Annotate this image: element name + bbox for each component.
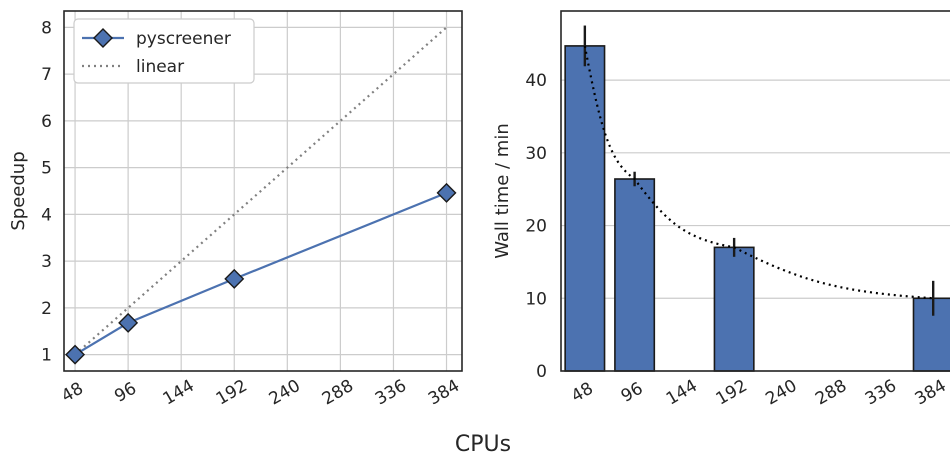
walltime-x-tick-label: 192 — [713, 376, 751, 410]
walltime-x-tick-label: 96 — [618, 379, 647, 407]
walltime-chart: 0 10 20 30 40 48 96 144 192 240 288 336 384 Wall ti… — [492, 10, 950, 410]
walltime-trend-line — [583, 45, 934, 300]
speedup-y-tick-label: 7 — [41, 65, 52, 85]
walltime-y-tick-label: 40 — [525, 71, 547, 91]
speedup-x-tick-label: 240 — [266, 376, 304, 410]
speedup-y-tick-label: 4 — [41, 205, 52, 225]
walltime-x-tick-label: 288 — [812, 376, 850, 410]
pyscreener-point — [118, 312, 139, 333]
speedup-y-tick-label: 3 — [41, 252, 52, 272]
legend-pyscreener-marker — [93, 28, 113, 48]
walltime-y-tick-label: 10 — [525, 289, 547, 309]
speedup-x-tick-label: 144 — [160, 376, 198, 410]
legend-pyscreener-label: pyscreener — [136, 29, 231, 49]
walltime-x-tick-labels: 48 96 144 192 240 288 336 384 — [568, 376, 950, 410]
speedup-x-tick-labels: 48 96 144 192 240 288 336 384 — [58, 376, 463, 410]
walltime-plot-frame — [560, 10, 950, 372]
walltime-y-axis-label: Wall time / min — [492, 123, 513, 259]
pyscreener-series-line — [74, 191, 447, 356]
walltime-x-tick-label: 336 — [862, 376, 900, 410]
speedup-x-tick-label: 336 — [372, 376, 410, 410]
walltime-x-tick-label: 144 — [663, 376, 701, 410]
speedup-gridlines — [64, 11, 462, 371]
speedup-plot-frame — [63, 10, 463, 372]
speedup-series — [65, 26, 457, 365]
speedup-x-tick-label: 48 — [58, 379, 87, 407]
speedup-y-tick-label: 8 — [41, 18, 52, 38]
walltime-bars — [564, 45, 950, 372]
speedup-x-tick-label: 288 — [319, 376, 357, 410]
speedup-y-axis-label: Speedup — [8, 151, 29, 230]
walltime-y-tick-label: 0 — [536, 362, 547, 382]
speedup-y-tick-labels: 1 2 3 4 5 6 7 8 — [41, 18, 52, 365]
pyscreener-point — [65, 344, 86, 365]
walltime-y-tick-label: 30 — [525, 144, 547, 164]
walltime-x-tick-label: 240 — [762, 376, 800, 410]
walltime-x-tick-label: 48 — [568, 379, 597, 407]
walltime-bar — [614, 178, 656, 372]
walltime-bar — [912, 297, 950, 372]
walltime-bar — [713, 246, 755, 372]
speedup-x-tick-label: 384 — [425, 376, 463, 410]
walltime-y-tick-labels: 0 10 20 30 40 — [525, 71, 547, 382]
speedup-y-tick-label: 5 — [41, 159, 52, 179]
walltime-y-tick-label: 20 — [525, 217, 547, 237]
legend: pyscreener linear — [73, 18, 255, 84]
pyscreener-point — [436, 182, 457, 203]
speedup-x-tick-label: 96 — [111, 379, 140, 407]
speedup-y-tick-label: 1 — [41, 346, 52, 366]
shared-x-axis-label: CPUs — [455, 432, 511, 457]
walltime-bar — [564, 45, 606, 372]
legend-linear-label: linear — [136, 57, 184, 77]
pyscreener-point — [224, 268, 245, 289]
walltime-x-tick-label: 384 — [912, 376, 950, 410]
speedup-y-tick-label: 6 — [41, 112, 52, 132]
speedup-x-tick-label: 192 — [213, 376, 251, 410]
speedup-y-tick-label: 2 — [41, 299, 52, 319]
